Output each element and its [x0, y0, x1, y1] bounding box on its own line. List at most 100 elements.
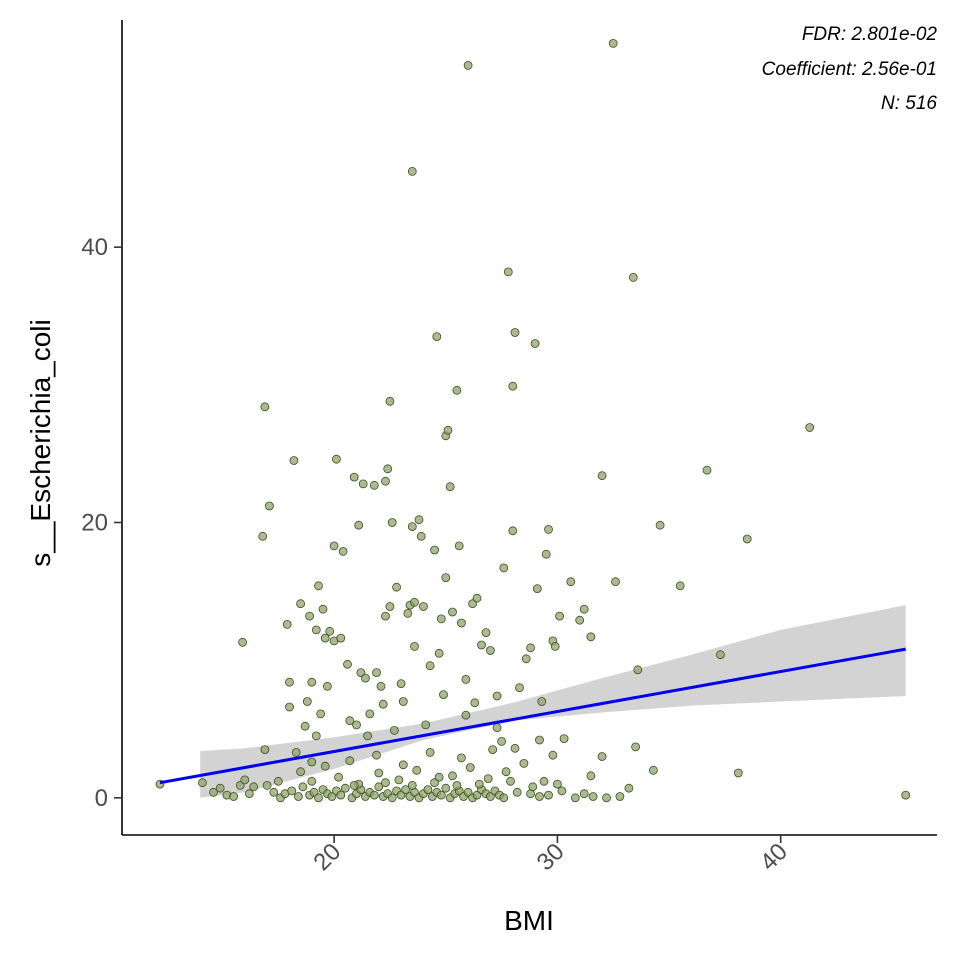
data-point [461, 710, 471, 720]
data-point [369, 480, 379, 490]
data-point [385, 602, 395, 611]
data-point [287, 786, 297, 796]
data-point [597, 752, 607, 761]
data-point [410, 642, 419, 651]
data-point [314, 581, 323, 591]
data-point [215, 783, 225, 793]
data-point [369, 790, 379, 800]
data-point [354, 520, 364, 530]
data-point [260, 745, 270, 754]
data-point [434, 772, 444, 782]
data-point [407, 166, 417, 176]
data-point [512, 787, 522, 797]
annotation-fdr: FDR: 2.801e-02 [802, 24, 938, 45]
data-point [331, 454, 341, 464]
y-axis-title: s__Escherichia_coli [25, 319, 56, 566]
data-point [528, 782, 538, 792]
data-point [365, 709, 375, 719]
data-point [539, 776, 549, 786]
data-point [521, 654, 531, 664]
data-point [483, 774, 493, 783]
data-point [553, 779, 562, 789]
data-point [461, 675, 471, 684]
data-point [244, 789, 254, 799]
data-point [716, 650, 725, 660]
data-point [425, 748, 435, 757]
data-point [499, 793, 509, 803]
annotation-coefficient: Coefficient: 2.56e-01 [762, 59, 937, 80]
data-point [515, 683, 524, 693]
data-point [407, 781, 417, 790]
data-point [452, 781, 462, 790]
data-point [611, 577, 620, 587]
data-point [492, 723, 502, 732]
data-point [345, 756, 355, 766]
data-point [544, 790, 553, 800]
data-point [541, 549, 551, 559]
data-point [392, 582, 402, 592]
data-point [410, 597, 419, 607]
data-point [434, 648, 444, 658]
data-point [901, 790, 911, 800]
data-point [374, 782, 384, 792]
data-point [602, 793, 611, 803]
data-point [586, 632, 596, 642]
data-point [264, 501, 274, 511]
data-point [445, 482, 455, 492]
data-point [349, 472, 359, 482]
data-point [615, 792, 625, 801]
data-point [374, 768, 384, 778]
data-point [579, 604, 589, 614]
data-point [463, 61, 473, 70]
data-point [448, 607, 457, 617]
data-point [296, 599, 306, 609]
data-point [381, 611, 390, 621]
data-point [320, 761, 330, 771]
data-point [441, 783, 451, 793]
data-point [322, 681, 332, 691]
data-point [381, 778, 390, 788]
data-point [383, 464, 393, 474]
data-point [305, 611, 315, 621]
data-point [285, 702, 294, 712]
data-point [557, 786, 567, 796]
data-point [488, 745, 498, 754]
data-point [544, 525, 553, 534]
data-point [262, 781, 272, 790]
data-point [742, 534, 752, 544]
y-tick-label: 40 [81, 234, 108, 261]
data-point [401, 785, 411, 794]
data-point [555, 611, 564, 621]
data-point [412, 765, 422, 775]
data-point [472, 593, 482, 603]
data-point [535, 735, 544, 745]
data-point [566, 577, 576, 587]
data-point [675, 581, 685, 591]
confidence-band [200, 605, 906, 798]
data-point [311, 731, 321, 741]
data-point [508, 381, 518, 391]
data-point [733, 768, 743, 778]
data-point [334, 772, 344, 782]
x-tick-label: 30 [532, 838, 570, 876]
data-point [649, 765, 658, 775]
data-point [631, 742, 640, 752]
x-axis-title: BMI [504, 905, 554, 936]
data-point [298, 782, 308, 792]
data-point [559, 734, 569, 743]
data-point [597, 471, 607, 481]
data-point [360, 673, 370, 683]
annotation-n: N: 516 [881, 93, 937, 114]
data-point [340, 783, 350, 793]
data-point [548, 750, 558, 760]
data-point [506, 776, 515, 786]
data-point [436, 614, 446, 624]
data-point [633, 665, 643, 675]
data-point [372, 750, 381, 760]
data-point [343, 659, 352, 669]
data-point [579, 789, 589, 799]
data-point [363, 731, 373, 741]
data-point [376, 681, 386, 691]
data-point [249, 782, 259, 792]
